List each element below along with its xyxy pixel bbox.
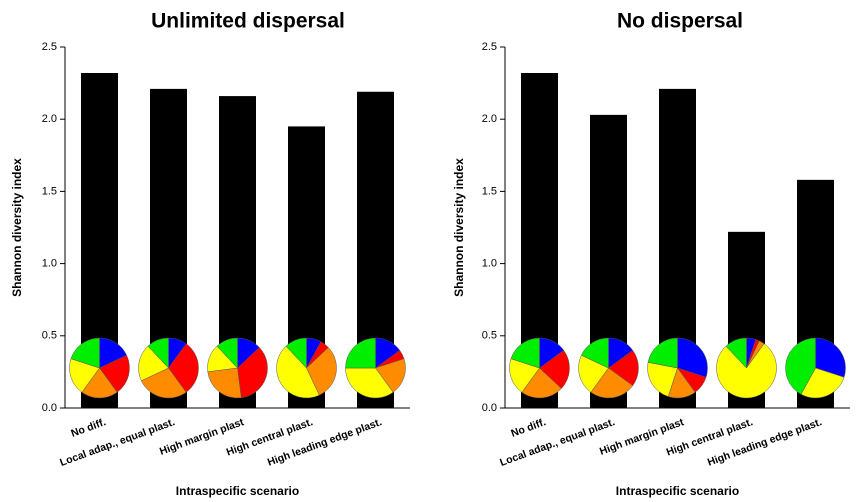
y-tick-label: 0.5 [482, 330, 497, 342]
pie-slice [590, 367, 634, 399]
pie-slice [509, 358, 540, 393]
y-axis-label: Shannon diversity index [452, 158, 466, 297]
pie-slice [168, 343, 199, 393]
x-tick-label: No diff. [509, 416, 547, 440]
y-tick-label: 0.0 [482, 402, 497, 414]
chart-title: No dispersal [617, 10, 743, 33]
y-tick-label: 0.5 [42, 330, 57, 342]
pie-slice [285, 337, 307, 369]
pie-slice [216, 337, 238, 369]
x-tick-label: Local adap., equal plast. [498, 416, 616, 469]
pie-slice [647, 337, 678, 369]
pie-slice [207, 367, 242, 399]
pie-slice [815, 337, 846, 378]
x-tick-label: High leading edge plast. [266, 416, 384, 469]
x-tick-label: Local adap., equal plast. [58, 416, 176, 469]
pie-slice [276, 345, 320, 399]
pie-slice [800, 367, 845, 399]
x-axis-label: Intraspecific scenario [176, 484, 299, 498]
pie-slice [647, 362, 678, 397]
pie-slice [539, 350, 570, 389]
y-tick-label: 1.5 [482, 185, 497, 197]
x-tick-label: No diff. [69, 416, 107, 440]
y-tick-label: 1.0 [482, 258, 497, 270]
pie-slice [138, 345, 169, 382]
y-tick-label: 1.0 [42, 258, 57, 270]
pie-slice [345, 337, 376, 369]
y-axis-label: Shannon diversity index [10, 158, 24, 297]
pie-slice [237, 347, 268, 399]
pie-slice [608, 350, 639, 386]
chart-title: Unlimited dispersal [151, 10, 345, 33]
pie-slice [147, 337, 169, 369]
pie-slice [70, 337, 100, 369]
pie-slice [345, 367, 394, 399]
pie-slice [510, 337, 540, 369]
y-tick-label: 2.5 [482, 41, 497, 53]
pie-slice [99, 354, 130, 393]
pie-slice [521, 367, 562, 399]
y-tick-label: 0.0 [42, 402, 57, 414]
pie-slice [306, 347, 337, 396]
y-tick-label: 2.0 [42, 113, 57, 125]
pie-slice [725, 337, 747, 369]
pie-slice [81, 367, 118, 399]
pie-slice [785, 337, 816, 395]
y-tick-label: 2.5 [42, 41, 57, 53]
pie-slice [716, 343, 777, 399]
y-tick-label: 2.0 [482, 113, 497, 125]
pie-slice [581, 337, 609, 369]
pie-slice [375, 358, 406, 393]
pie-slice [677, 337, 708, 378]
pie-slice [69, 358, 100, 393]
y-tick-label: 1.5 [42, 185, 57, 197]
pie-slice [141, 367, 187, 399]
x-tick-label: High leading edge plast. [706, 416, 824, 469]
x-axis-label: Intraspecific scenario [616, 484, 739, 498]
